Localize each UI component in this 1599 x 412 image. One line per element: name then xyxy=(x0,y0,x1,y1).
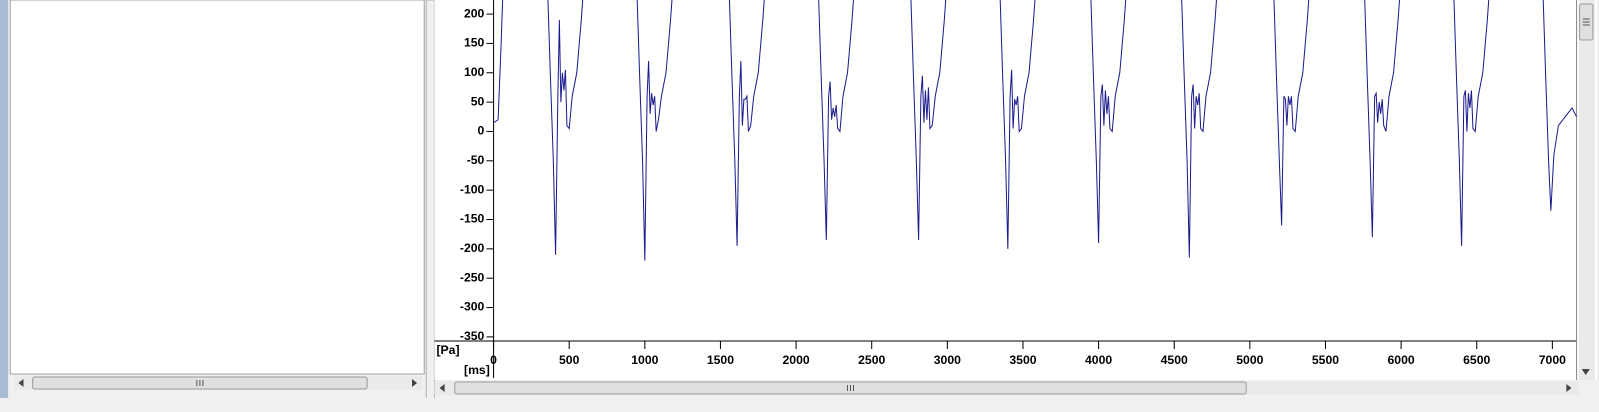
y-tick-label: 50 xyxy=(471,94,485,108)
x-tick-label: 6000 xyxy=(1387,353,1414,367)
thumb-grip xyxy=(196,380,204,386)
scroll-left-arrow[interactable] xyxy=(18,379,24,387)
x-tick-label: 3500 xyxy=(1009,353,1036,367)
y-tick-label: -150 xyxy=(460,212,485,226)
plot-area xyxy=(493,0,1577,261)
x-axis-label: [ms] xyxy=(464,363,490,377)
x-tick-label: 7000 xyxy=(1539,353,1566,367)
status-strip xyxy=(0,398,1599,407)
x-tick-label: 5000 xyxy=(1236,353,1263,367)
thumb-grip xyxy=(1582,18,1590,26)
scroll-left-arrow[interactable] xyxy=(439,384,445,392)
vscroll[interactable] xyxy=(1578,0,1595,380)
scroll-right-arrow[interactable] xyxy=(1566,384,1572,392)
scroll-down-arrow[interactable] xyxy=(1581,369,1590,375)
y-tick-label: -250 xyxy=(460,270,485,284)
x-tick-label: 2500 xyxy=(858,353,885,367)
x-tick-label: 3000 xyxy=(934,353,961,367)
y-tick-label: -200 xyxy=(460,241,485,255)
chart-panel xyxy=(434,0,1597,380)
x-tick-label: 0 xyxy=(490,353,497,367)
x-tick-label: 500 xyxy=(559,353,580,367)
x-tick-label: 4000 xyxy=(1085,353,1112,367)
left-panel xyxy=(9,0,425,375)
y-axis-label: [Pa] xyxy=(436,343,459,357)
signal-line xyxy=(493,0,1577,261)
thumb-grip xyxy=(846,385,855,391)
y-tick-label: -100 xyxy=(460,182,485,196)
y-tick-label: 150 xyxy=(464,36,485,50)
y-tick-label: -50 xyxy=(467,153,485,167)
scroll-right-arrow[interactable] xyxy=(411,379,418,387)
x-tick-label: 4500 xyxy=(1161,353,1188,367)
x-tick-label: 2000 xyxy=(782,353,809,367)
y-tick-label: -300 xyxy=(460,300,485,314)
y-tick-label: 0 xyxy=(478,124,485,138)
y-tick-label: 200 xyxy=(464,6,485,20)
x-tick-label: 5500 xyxy=(1312,353,1339,367)
y-tick-label: -350 xyxy=(460,329,485,343)
x-tick-label: 6500 xyxy=(1463,353,1490,367)
splitter[interactable] xyxy=(425,0,435,408)
y-tick-label: 100 xyxy=(464,65,485,79)
x-tick-label: 1000 xyxy=(631,353,658,367)
x-tick-label: 1500 xyxy=(707,353,734,367)
left-border xyxy=(0,0,9,407)
